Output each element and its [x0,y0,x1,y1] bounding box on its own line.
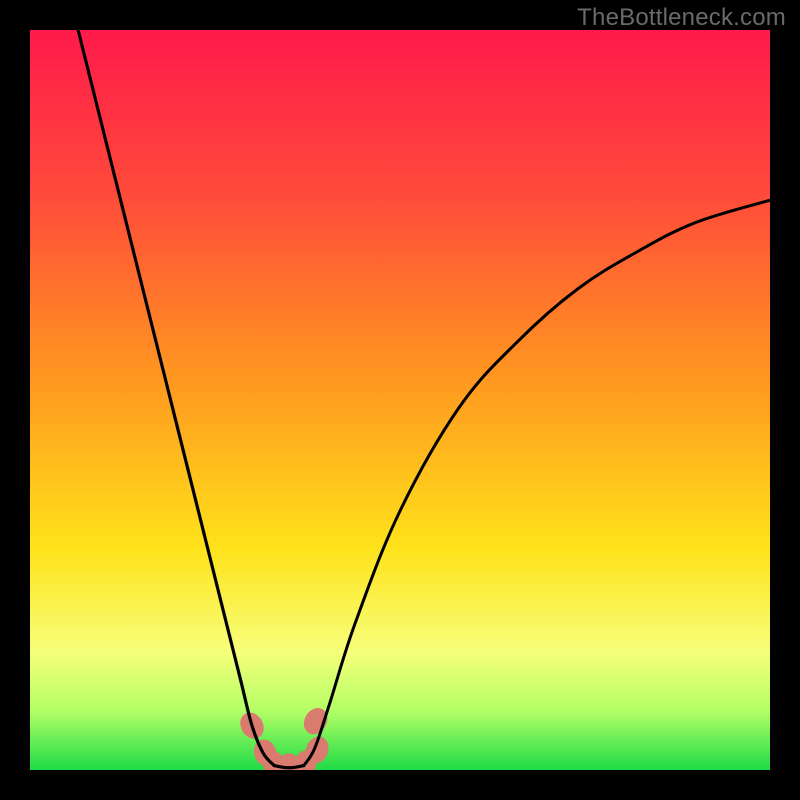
curve-left-branch [78,30,274,766]
plot-area [30,30,770,770]
bottleneck-curve-svg [30,30,770,770]
chart-frame: TheBottleneck.com [0,0,800,800]
watermark-text: TheBottleneck.com [577,4,786,32]
curve-right-branch [304,200,770,765]
